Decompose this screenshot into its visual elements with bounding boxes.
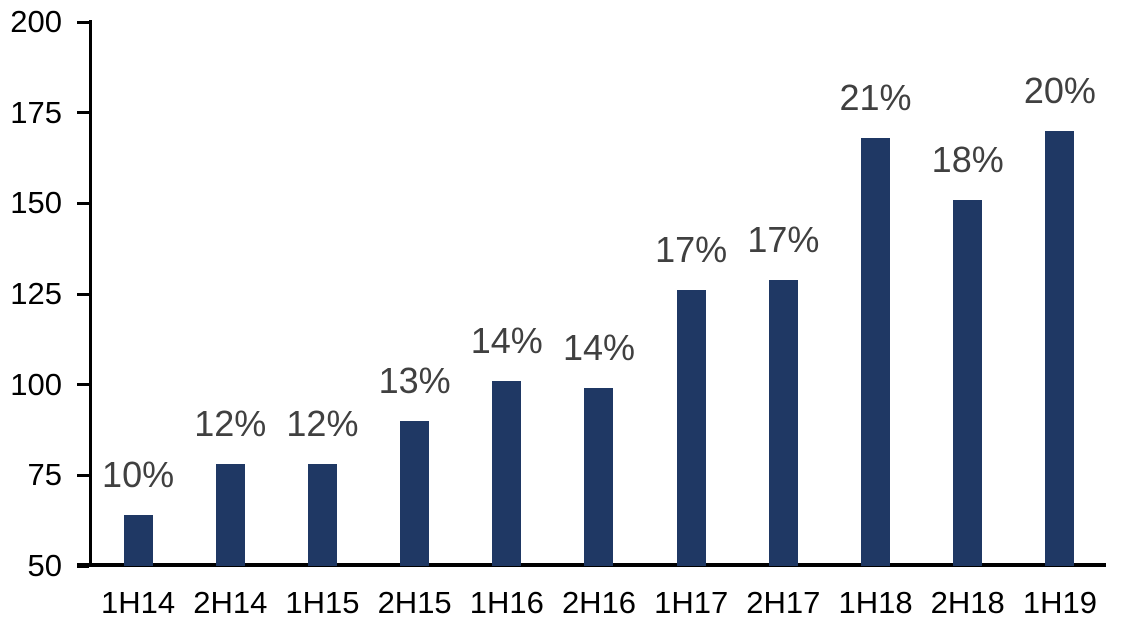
- x-axis-tick-label: 1H18: [838, 585, 913, 620]
- y-axis-line: [89, 20, 92, 567]
- bar-2H15: [400, 420, 430, 566]
- bar-1H15: [307, 464, 337, 566]
- bar-value-label: 17%: [655, 229, 728, 271]
- x-axis-labels: 1H14 2H14 1H15 2H15 1H16 2H16 1H17 2H17 1H18 2H18…: [92, 585, 1106, 625]
- bar-2H18: [953, 199, 983, 566]
- y-axis-tick-label: 150: [10, 185, 62, 221]
- y-axis-tick-label: 50: [27, 548, 62, 583]
- bar-value-label: 21%: [839, 77, 912, 119]
- bar-value-label: 10%: [102, 454, 175, 496]
- bar-group-1H17: 17%: [645, 22, 737, 566]
- x-axis-tick-label: 1H19: [1022, 585, 1097, 620]
- bar-group-2H15: 13%: [369, 22, 461, 566]
- bar-value-label: 12%: [194, 403, 267, 445]
- y-axis-tick: [77, 564, 89, 568]
- y-axis-tick: [77, 292, 89, 296]
- y-axis-tick: [77, 111, 89, 115]
- bar-2H16: [584, 388, 614, 566]
- bar-1H17: [676, 290, 706, 566]
- bar-group-1H16: 14%: [461, 22, 553, 566]
- bar-1H16: [492, 381, 522, 566]
- y-axis-tick-label: 200: [10, 4, 62, 39]
- x-axis-tick-label: 2H15: [377, 585, 452, 620]
- bar-value-label: 14%: [470, 320, 543, 362]
- bar-group-1H14: 10%: [92, 22, 184, 566]
- x-axis-tick-label: 1H14: [101, 585, 176, 620]
- bar-group-1H15: 12%: [276, 22, 368, 566]
- bar-value-label: 13%: [378, 359, 451, 401]
- bar-value-label: 17%: [747, 218, 820, 260]
- bar-2H14: [215, 464, 245, 566]
- bar-value-label: 20%: [1023, 69, 1096, 111]
- y-axis-tick-label: 75: [27, 457, 62, 493]
- y-axis-tick-label: 125: [10, 276, 62, 311]
- y-axis-tick: [77, 473, 89, 477]
- bar-1H19: [1045, 130, 1075, 566]
- x-axis-tick-label: 2H17: [746, 585, 821, 620]
- x-axis-tick-label: 2H18: [930, 585, 1005, 620]
- bar-value-label: 12%: [286, 403, 359, 445]
- bar-value-label: 14%: [562, 327, 636, 369]
- y-axis-tick: [77, 20, 89, 24]
- bar-value-label: 18%: [931, 138, 1004, 180]
- y-axis-tick-label: 175: [10, 94, 62, 130]
- x-axis-tick-label: 2H16: [561, 585, 637, 620]
- y-axis-tick: [77, 201, 89, 205]
- y-axis-tick-label: 100: [10, 366, 62, 402]
- bar-2H17: [768, 279, 798, 566]
- bar-group-1H19: 20%: [1014, 22, 1106, 566]
- x-axis-tick-label: 1H16: [469, 585, 544, 620]
- bar-1H18: [861, 138, 891, 566]
- bar-1H14: [123, 515, 153, 566]
- y-axis-tick: [77, 383, 89, 387]
- bar-group-1H18: 21%: [829, 22, 921, 566]
- x-axis-tick-label: 1H15: [285, 585, 360, 620]
- bar-group-2H17: 17%: [737, 22, 829, 566]
- x-axis-tick-label: 2H14: [193, 585, 268, 620]
- x-axis-tick-label: 1H17: [654, 585, 729, 620]
- bar-group-2H16: 14%: [553, 22, 645, 566]
- bar-group-2H14: 12%: [184, 22, 276, 566]
- bar-group-2H18: 18%: [922, 22, 1014, 566]
- plot-area: 10% 12% 12% 13% 14% 14% 17% 17% 21% 18% 20%: [92, 22, 1106, 566]
